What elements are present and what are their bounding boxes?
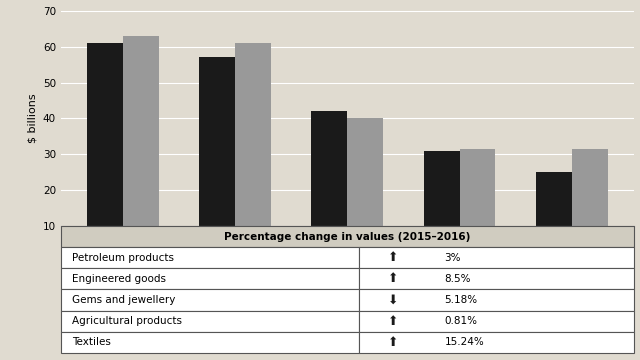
Bar	[61, 332, 358, 353]
Bar	[358, 311, 634, 332]
Bar	[424, 151, 460, 262]
Text: 3%: 3%	[445, 253, 461, 263]
Text: Agricultural products: Agricultural products	[72, 316, 182, 326]
Bar	[311, 111, 348, 262]
Bar	[460, 149, 495, 262]
Text: 5.18%: 5.18%	[445, 295, 477, 305]
Bar	[86, 43, 123, 262]
Bar	[61, 247, 358, 268]
Text: ⬆: ⬆	[388, 273, 398, 285]
Text: Petroleum products: Petroleum products	[72, 253, 174, 263]
Bar	[572, 149, 608, 262]
Bar	[358, 332, 634, 353]
Text: 0.81%: 0.81%	[445, 316, 477, 326]
Bar	[536, 172, 572, 262]
X-axis label: Product Category: Product Category	[289, 255, 405, 268]
Text: Engineered goods: Engineered goods	[72, 274, 166, 284]
Bar	[348, 118, 383, 262]
Text: 15.24%: 15.24%	[445, 337, 484, 347]
Bar	[358, 268, 634, 289]
Text: Gems and jewellery: Gems and jewellery	[72, 295, 175, 305]
Y-axis label: $ billions: $ billions	[28, 94, 37, 143]
Bar	[61, 311, 358, 332]
Text: ⬇: ⬇	[388, 293, 398, 306]
Bar	[235, 43, 271, 262]
Bar	[61, 268, 358, 289]
Text: Textiles: Textiles	[72, 337, 111, 347]
Bar	[358, 247, 634, 268]
Bar	[358, 289, 634, 311]
Bar	[199, 58, 235, 262]
Bar	[123, 36, 159, 262]
Text: Percentage change in values (2015–2016): Percentage change in values (2015–2016)	[224, 232, 470, 242]
Text: ⬆: ⬆	[388, 315, 398, 328]
Bar	[61, 226, 634, 247]
Bar	[61, 289, 358, 311]
Text: 8.5%: 8.5%	[445, 274, 471, 284]
Text: ⬆: ⬆	[388, 251, 398, 264]
Text: ⬆: ⬆	[388, 336, 398, 349]
